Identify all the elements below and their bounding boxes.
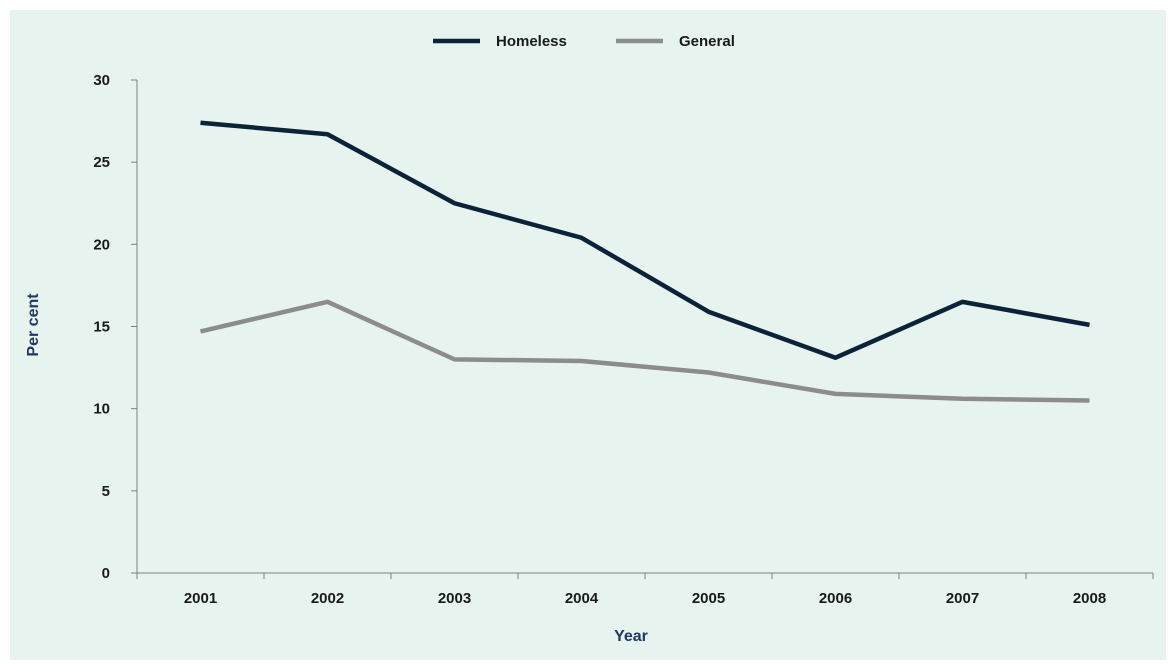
x-tick-label: 2008 bbox=[1073, 590, 1106, 607]
x-axis-title: Year bbox=[614, 628, 648, 645]
legend: Homeless General bbox=[433, 33, 735, 50]
y-tick-label: 10 bbox=[93, 401, 110, 418]
x-tick-label: 2002 bbox=[311, 590, 344, 607]
y-tick-label: 0 bbox=[102, 565, 110, 582]
series-line-homeless bbox=[200, 120, 1090, 360]
y-tick-label: 30 bbox=[93, 72, 110, 89]
legend-label-general: General bbox=[679, 33, 735, 50]
y-tick-label: 15 bbox=[93, 319, 110, 336]
y-tick-label: 5 bbox=[102, 483, 110, 500]
x-tick-label: 2001 bbox=[184, 590, 217, 607]
y-tick-label: 20 bbox=[93, 236, 110, 253]
chart-panel: Homeless General 0 5 10 15 20 25 30 2001 2002 200… bbox=[10, 10, 1166, 660]
y-axis-title: Per cent bbox=[25, 293, 42, 357]
y-tick-label: 25 bbox=[93, 154, 110, 171]
series-layer bbox=[199, 120, 1090, 403]
x-tick-label: 2004 bbox=[565, 590, 599, 607]
x-tick-label: 2007 bbox=[946, 590, 979, 607]
y-axis: 0 5 10 15 20 25 30 bbox=[93, 72, 138, 582]
x-tick-label: 2003 bbox=[438, 590, 471, 607]
x-tick-label: 2005 bbox=[692, 590, 725, 607]
legend-label-homeless: Homeless bbox=[496, 33, 567, 50]
x-tick-label: 2006 bbox=[819, 590, 852, 607]
x-axis: 2001 2002 2003 2004 2005 2006 2007 2008 bbox=[136, 572, 1154, 607]
series-line-general bbox=[199, 299, 1090, 403]
